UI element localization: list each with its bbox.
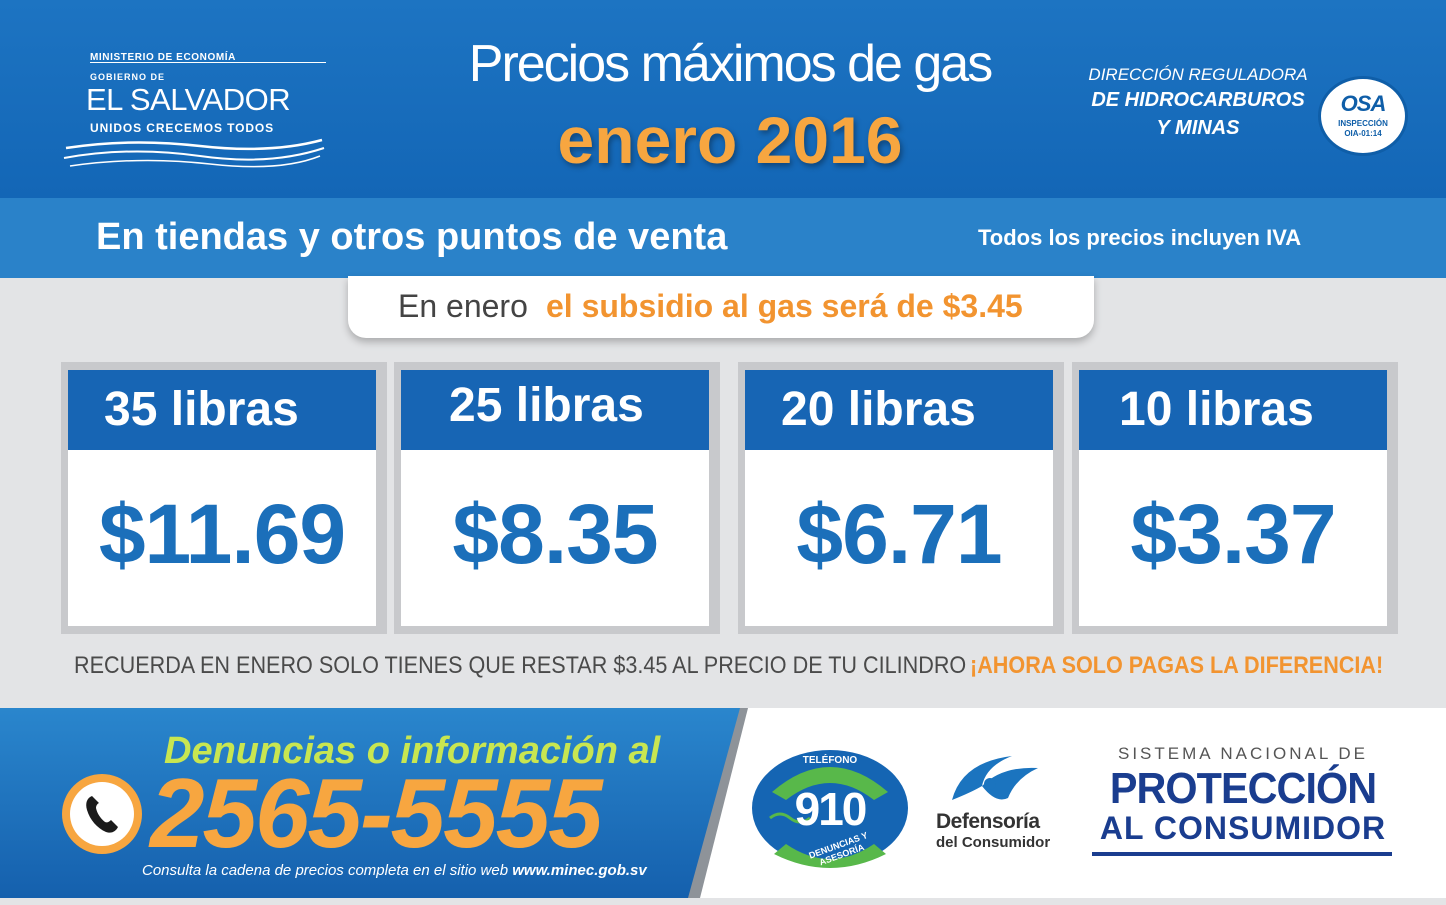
card-body: $6.71: [745, 450, 1053, 626]
footer-heading: Denuncias o información al: [164, 730, 661, 772]
page-subtitle: enero 2016: [557, 103, 903, 177]
page-title: Precios máximos de gas: [468, 35, 993, 93]
country-name: EL SALVADOR: [86, 82, 291, 117]
agency-name: DIRECCIÓN REGULADORA DE HIDROCARBUROS Y …: [1068, 64, 1328, 142]
card-price: $11.69: [98, 487, 346, 581]
seal-title: OSA: [1340, 91, 1387, 116]
price-card-35: 35 libras $11.69: [61, 362, 387, 634]
footer-note-text: Consulta la cadena de precios completa e…: [142, 862, 509, 879]
proteccion-main: PROTECCIÓN: [1109, 764, 1377, 813]
card-weight: 35 libras: [104, 383, 299, 436]
seal-sub-1: INSPECCIÓN: [1338, 119, 1388, 128]
defensoria-eye-icon: [952, 756, 1038, 800]
footer: Denuncias o información al 2565-5555 Con…: [0, 708, 1446, 898]
footer-blue-panel: [0, 708, 748, 898]
card-header: 25 libras: [401, 370, 709, 450]
subsidy-banner: En enero el subsidio al gas será de $3.4…: [348, 276, 1094, 338]
telephone-handset-icon: [86, 796, 118, 833]
proteccion-top: SISTEMA NACIONAL DE: [1117, 744, 1369, 763]
card-weight: 25 libras: [449, 379, 644, 432]
card-header: 20 libras: [745, 370, 1053, 450]
phone-icon: [62, 774, 142, 854]
logo-910-number: 910: [794, 783, 868, 835]
card-weight: 10 libras: [1119, 383, 1314, 436]
government-slogan: UNIDOS CRECEMOS TODOS: [90, 121, 275, 135]
card-body: $11.69: [68, 450, 376, 626]
logo-910-top: TELÉFONO: [802, 755, 858, 766]
logo-910-icon: [752, 750, 908, 868]
card-header: 35 libras: [68, 370, 376, 450]
card-body: $8.35: [401, 450, 709, 626]
defensoria-name: Defensoría: [936, 810, 1040, 833]
footer-note: Consulta la cadena de precios completa e…: [142, 862, 647, 879]
logo-divider: [90, 62, 326, 63]
card-price: $6.71: [796, 487, 1002, 581]
card-price: $8.35: [452, 487, 658, 581]
reminder-highlight: ¡AHORA SOLO PAGAS LA DIFERENCIA!: [970, 652, 1384, 679]
card-header: 10 libras: [1079, 370, 1387, 450]
seal-subtitle: INSPECCIÓN OIA-01:14: [1321, 119, 1405, 139]
proteccion-logo: SISTEMA NACIONAL DE PROTECCIÓN AL CONSUM…: [1088, 744, 1398, 864]
proteccion-underline: [1092, 852, 1392, 856]
price-card-10: 10 libras $3.37: [1072, 362, 1398, 634]
government-label: GOBIERNO DE: [90, 72, 166, 82]
proteccion-subtitle: AL CONSUMIDOR: [1099, 810, 1387, 846]
price-card-20: 20 libras $6.71: [738, 362, 1064, 634]
agency-line-1: DIRECCIÓN REGULADORA: [1088, 65, 1308, 84]
government-logo: MINISTERIO DE ECONOMÍA GOBIERNO DE EL SA…: [60, 48, 330, 178]
card-weight: 20 libras: [781, 383, 976, 436]
osa-seal-icon: OSA INSPECCIÓN OIA-01:14: [1318, 76, 1408, 156]
subheader-bar: En tiendas y otros puntos de venta Todos…: [0, 198, 1446, 278]
waves-icon: [63, 138, 325, 168]
subsidy-lead: En enero: [398, 288, 528, 324]
reminder-text: RECUERDA EN ENERO SOLO TIENES QUE RESTAR…: [74, 652, 967, 679]
iva-note: Todos los precios incluyen IVA: [978, 225, 1302, 250]
price-card-25: 25 libras $8.35: [394, 362, 720, 634]
agency-line-3: Y MINAS: [1156, 117, 1240, 139]
card-price: $3.37: [1130, 487, 1336, 581]
defensoria-logo: Defensoría del Consumidor: [930, 752, 1060, 862]
card-body: $3.37: [1079, 450, 1387, 626]
logo-910: TELÉFONO 910 DENUNCIAS Y ASESORÍA: [750, 748, 910, 868]
seal-sub-2: OIA-01:14: [1344, 129, 1382, 138]
phone-number: 2565-5555: [150, 758, 603, 868]
defensoria-subtitle: del Consumidor: [936, 834, 1051, 851]
website-link[interactable]: www.minec.gob.sv: [512, 862, 647, 879]
header-banner: MINISTERIO DE ECONOMÍA GOBIERNO DE EL SA…: [0, 0, 1446, 198]
agency-line-2: DE HIDROCARBUROS: [1091, 89, 1305, 111]
subheader-title: En tiendas y otros puntos de venta: [96, 216, 728, 258]
ministry-label: MINISTERIO DE ECONOMÍA: [90, 52, 236, 63]
subsidy-amount: el subsidio al gas será de $3.45: [546, 288, 1023, 324]
